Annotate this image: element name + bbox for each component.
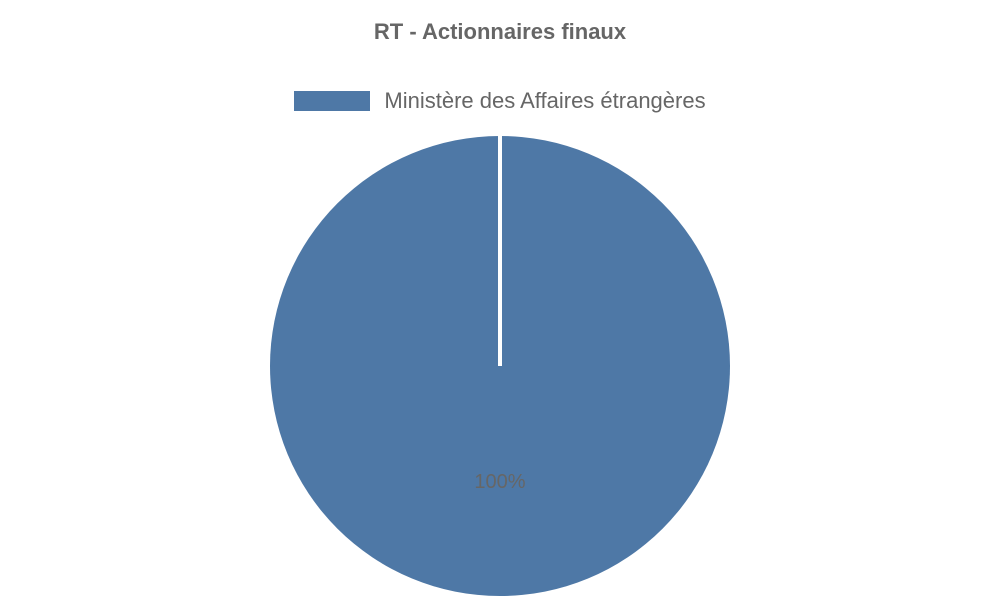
legend-swatch <box>294 91 371 111</box>
slice-value-label: 100% <box>474 471 525 493</box>
legend-label[interactable]: Ministère des Affaires étrangères <box>384 88 706 113</box>
legend: Ministère des Affaires étrangères <box>0 88 1000 114</box>
chart-title: RT - Actionnaires finaux <box>373 19 627 44</box>
